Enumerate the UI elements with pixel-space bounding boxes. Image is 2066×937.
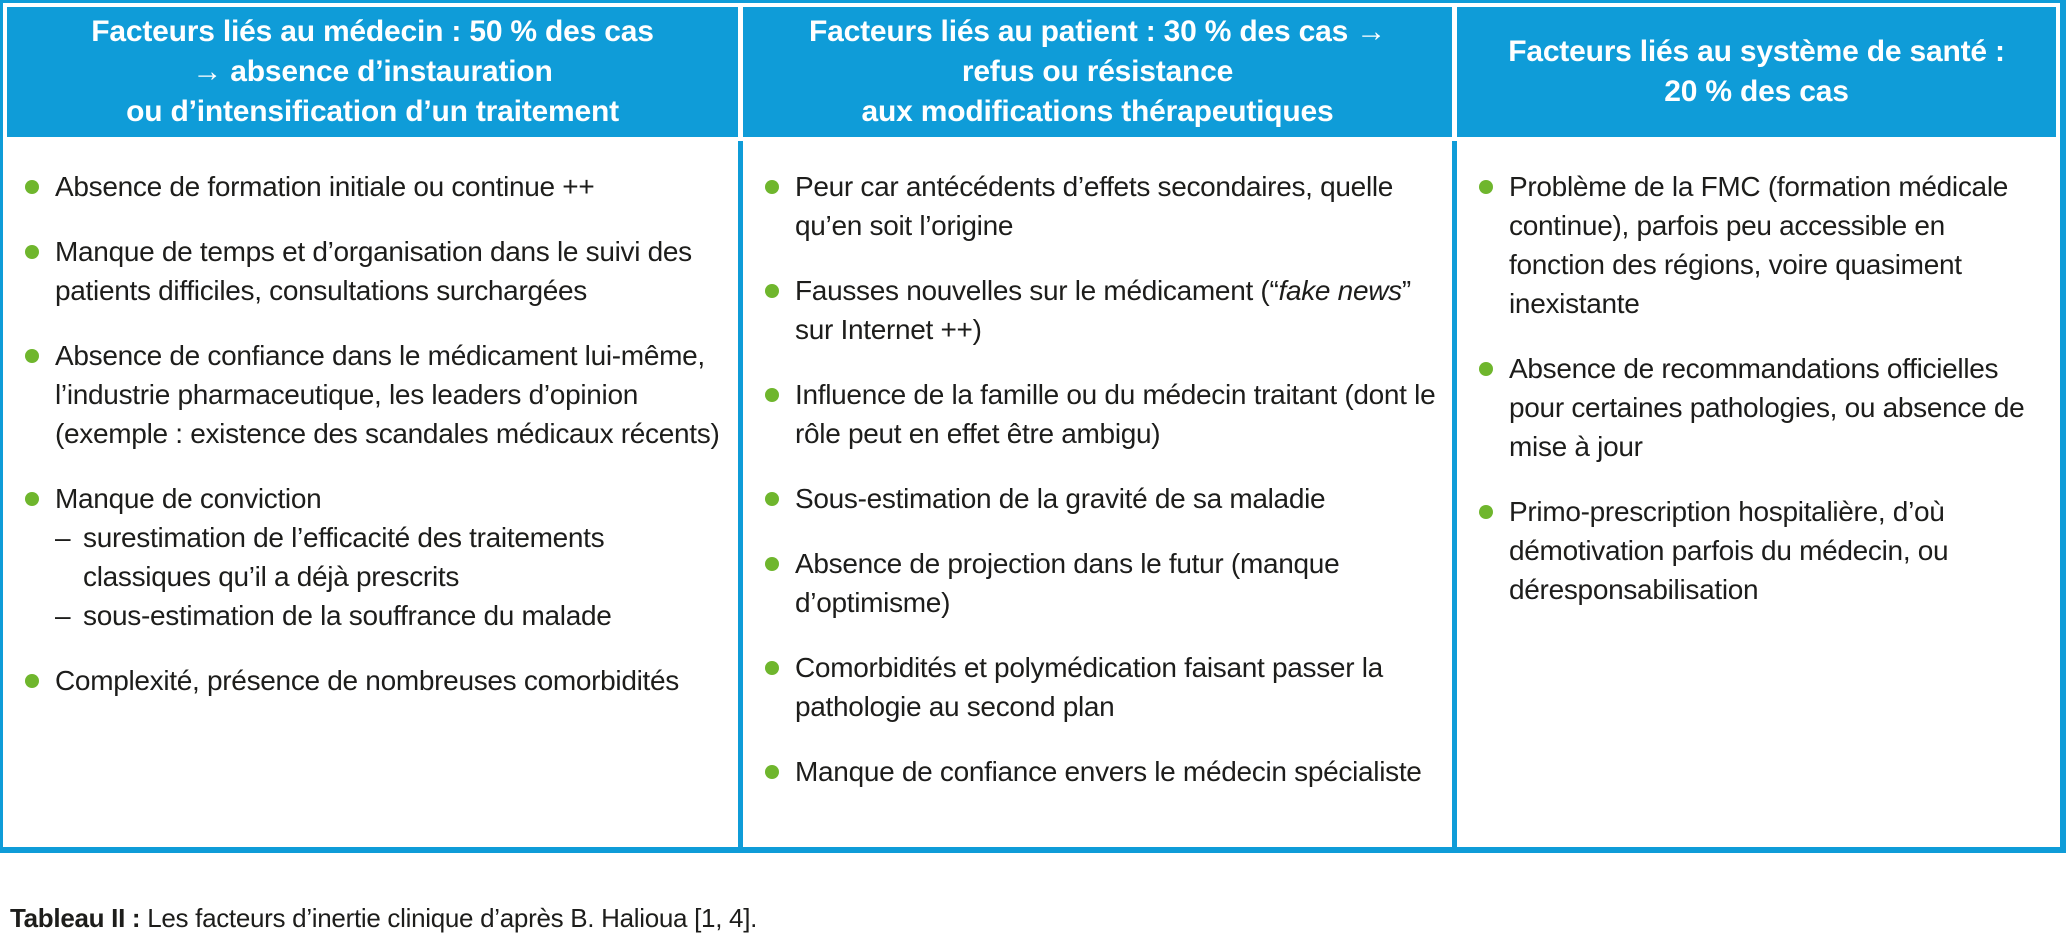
bullet-icon [25,674,39,688]
column-header-1: Facteurs liés au médecin : 50 % des cas →… [7,7,738,137]
header-line: Facteurs liés au médecin : 50 % des cas [91,15,654,48]
clinical-inertia-factors-table: Facteurs liés au médecin : 50 % des cas →… [0,0,2066,853]
header-line: refus ou résistance [961,55,1234,88]
header-column-gap [1452,3,1457,141]
list-item: Fausses nouvelles sur le médicament (“fa… [765,271,1438,349]
item-text: Comorbidités et polymédication faisant p… [795,652,1383,722]
item-text: Manque de temps et d’organisation dans l… [55,236,692,306]
bullet-icon [765,765,779,779]
dash-icon: – [55,600,71,631]
list-item: Primo-prescription hospitalière, d’où dé… [1479,492,2046,609]
table-header-row: Facteurs liés au médecin : 50 % des cas →… [3,3,2060,141]
bullet-icon [25,349,39,363]
column-separator [738,141,743,847]
bullet-icon [1479,505,1493,519]
bullet-icon [765,284,779,298]
item-text: Complexité, présence de nombreuses comor… [55,665,679,696]
bullet-icon [1479,180,1493,194]
list-item: Absence de confiance dans le médicament … [25,336,724,453]
bullet-icon [765,557,779,571]
caption-text: Les facteurs d’inertie clinique d’après … [140,903,758,933]
bullet-icon [25,492,39,506]
bullet-icon [765,180,779,194]
column-header-3: Facteurs liés au système de santé : 20 % … [1457,7,2056,137]
column-header-2: Facteurs liés au patient : 30 % des cas … [743,7,1452,137]
list-item: Absence de recommandations officielles p… [1479,349,2046,466]
bullet-icon [25,180,39,194]
item-text: Absence de formation initiale ou continu… [55,171,595,202]
item-text: Primo-prescription hospitalière, d’où dé… [1509,496,1949,605]
list-item: Influence de la famille ou du médecin tr… [765,375,1438,453]
list-item: Manque de temps et d’organisation dans l… [25,232,724,310]
list-item: Peur car antécédents d’effets secondaire… [765,167,1438,245]
list-item: Manque de conviction – surestimation de l… [25,479,724,635]
caption-label: Tableau II : [10,903,141,933]
table-body-row: Absence de formation initiale ou continu… [3,141,2060,847]
dash-icon: – [55,522,71,553]
item-text: Manque de confiance envers le médecin sp… [795,756,1422,787]
item-text: Absence de recommandations officielles p… [1509,353,2025,462]
list-item: Absence de formation initiale ou continu… [25,167,724,206]
sub-item: – sous-estimation de la souffrance du ma… [55,596,724,635]
column-body-3: Problème de la FMC (formation médicale c… [1457,141,2060,847]
column-separator [1452,141,1457,847]
header-line: → absence d’instauration [192,55,553,88]
header-line: Facteurs liés au système de santé : [1508,35,2005,68]
bullet-icon [1479,362,1493,376]
item-text: Absence de confiance dans le médicament … [55,340,720,449]
list-item: Manque de confiance envers le médecin sp… [765,752,1438,791]
item-text: Sous-estimation de la gravité de sa mala… [795,483,1326,514]
table-caption: Tableau II : Les facteurs d’inertie clin… [10,903,2066,934]
list-item: Absence de projection dans le futur (man… [765,544,1438,622]
factor-list: Peur car antécédents d’effets secondaire… [765,167,1438,791]
bullet-icon [765,388,779,402]
column-body-1: Absence de formation initiale ou continu… [3,141,738,847]
header-line: Facteurs liés au patient : 30 % des cas … [808,15,1387,48]
item-text: Problème de la FMC (formation médicale c… [1509,171,2009,319]
list-item: Comorbidités et polymédication faisant p… [765,648,1438,726]
bullet-icon [765,661,779,675]
sub-item: – surestimation de l’efficacité des trai… [55,518,724,596]
item-text: Influence de la famille ou du médecin tr… [795,379,1436,449]
item-text: Fausses nouvelles sur le médicament (“fa… [795,275,1411,345]
item-text: Peur car antécédents d’effets secondaire… [795,171,1394,241]
header-line: ou d’intensification d’un traitement [126,95,619,128]
item-text: Absence de projection dans le futur (man… [795,548,1340,618]
bullet-icon [765,492,779,506]
list-item: Complexité, présence de nombreuses comor… [25,661,724,700]
list-item: Problème de la FMC (formation médicale c… [1479,167,2046,323]
list-item: Sous-estimation de la gravité de sa mala… [765,479,1438,518]
column-body-2: Peur car antécédents d’effets secondaire… [743,141,1452,847]
header-column-gap [738,3,743,141]
item-text: Manque de conviction [55,483,322,514]
header-line: aux modifications thérapeutiques [861,95,1334,128]
factor-list: Problème de la FMC (formation médicale c… [1479,167,2046,609]
bullet-icon [25,245,39,259]
header-line: 20 % des cas [1664,75,1849,108]
factor-list: Absence de formation initiale ou continu… [25,167,724,700]
